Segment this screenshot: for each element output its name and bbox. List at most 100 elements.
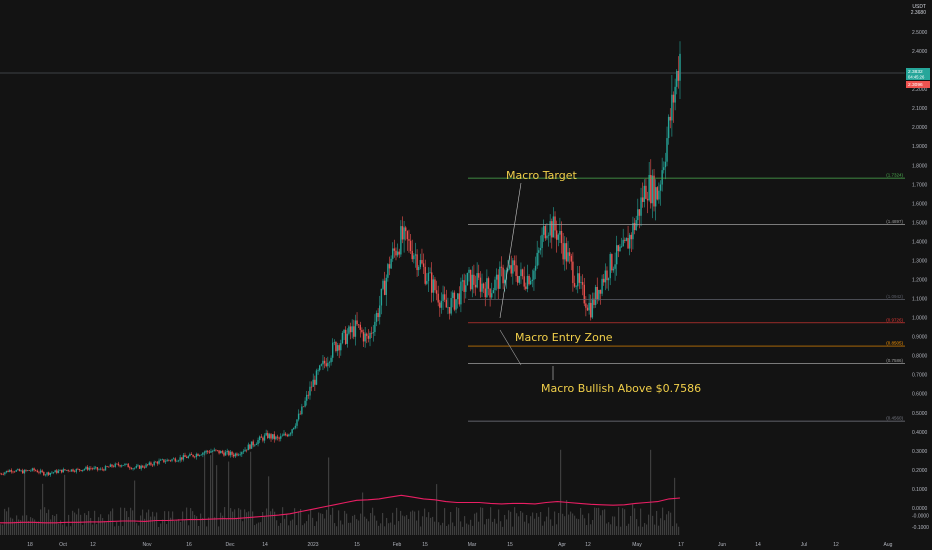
- candle-body: [340, 343, 342, 351]
- volume-bar: [556, 524, 558, 535]
- candle-body: [351, 326, 353, 333]
- volume-bar: [446, 525, 448, 535]
- candle-body: [198, 455, 201, 456]
- candle-body: [174, 458, 176, 462]
- y-tick-label: 1.9000: [912, 144, 928, 150]
- candle-body: [137, 465, 139, 467]
- volume-bar: [628, 523, 630, 535]
- volume-bar: [218, 526, 220, 535]
- volume-bar: [60, 520, 62, 535]
- candle-body: [179, 457, 181, 461]
- volume-bar: [200, 513, 202, 535]
- volume-bar: [640, 508, 642, 535]
- candle-body: [117, 463, 120, 466]
- volume-bar: [268, 476, 270, 535]
- volume-bar: [152, 511, 154, 535]
- candle-body: [36, 470, 39, 473]
- candle-body: [612, 268, 615, 271]
- candle-body: [237, 454, 240, 456]
- target-arrow: [499, 182, 522, 319]
- candle-body: [213, 449, 215, 452]
- volume-bar: [28, 520, 30, 535]
- candle-body: [231, 451, 233, 455]
- candle-body: [134, 467, 136, 469]
- candle-body: [185, 456, 188, 459]
- candle-body: [85, 466, 87, 470]
- candle-body: [151, 464, 154, 466]
- volume-bar: [444, 508, 446, 535]
- volume-bar: [600, 515, 602, 535]
- candle-body: [127, 463, 129, 468]
- volume-bar: [434, 521, 436, 535]
- volume-bar: [644, 523, 646, 535]
- volume-bar: [398, 521, 400, 535]
- candle-body: [614, 264, 616, 269]
- volume-bar: [622, 508, 624, 535]
- volume-bar: [154, 516, 156, 535]
- candle-body: [478, 273, 480, 278]
- candle-body: [86, 466, 89, 470]
- candle-body: [555, 230, 558, 240]
- volume-bar: [32, 518, 34, 535]
- volume-bar: [432, 516, 434, 535]
- volume-bar: [658, 525, 660, 535]
- volume-bar: [574, 515, 576, 535]
- volume-bar: [18, 519, 20, 535]
- volume-bar: [138, 525, 140, 535]
- candle-body: [651, 175, 654, 204]
- candle-body: [278, 437, 280, 439]
- candle-body: [114, 463, 116, 467]
- volume-bar: [586, 525, 588, 535]
- candle-body: [31, 468, 34, 471]
- candle-body: [559, 230, 561, 235]
- volume-bar: [472, 525, 474, 535]
- volume-bar: [584, 518, 586, 535]
- time-axis[interactable]: 18 Oct 12 Nov 16 Dec 14 2023 15 Feb 15 Mar 15 Apr 12 Ma…: [27, 542, 892, 548]
- candle-body: [590, 302, 592, 318]
- candle-body: [33, 468, 35, 471]
- candle-body: [580, 282, 582, 283]
- candle-body: [599, 289, 602, 294]
- x-tick-label: 14: [262, 542, 268, 548]
- candle-body: [486, 278, 488, 298]
- candle-body: [249, 444, 251, 449]
- candle-body: [273, 434, 275, 440]
- volume-bar: [476, 512, 478, 535]
- candle-body: [562, 243, 564, 260]
- volume-bar: [632, 504, 634, 535]
- volume-bar: [334, 523, 336, 535]
- candle-body: [664, 161, 667, 168]
- candle-body: [38, 472, 40, 473]
- x-tick-label: Feb: [393, 542, 402, 548]
- candle-body: [341, 332, 344, 344]
- price-axis[interactable]: 2.50002.40002.30002.20002.10002.00001.90…: [906, 30, 930, 531]
- candle-body: [281, 435, 284, 437]
- volume-bar: [80, 514, 82, 535]
- volume-bar: [284, 518, 286, 535]
- candle-body: [361, 329, 363, 333]
- candle-body: [215, 449, 217, 451]
- candle-body: [150, 462, 152, 465]
- volume-bar: [134, 480, 136, 535]
- volume-bar: [478, 521, 480, 535]
- volume-bar: [532, 512, 534, 535]
- volume-bar: [606, 523, 608, 535]
- price-badge-label: 2.3832: [908, 69, 923, 75]
- candle-body: [388, 264, 391, 269]
- volume-bar: [378, 525, 380, 535]
- volume-bar: [74, 512, 76, 535]
- volume-bar: [30, 517, 32, 535]
- y-tick-label: 1.8000: [912, 163, 928, 169]
- volume-bar: [136, 523, 138, 535]
- volume-bar: [676, 523, 678, 535]
- volume-bar: [386, 517, 388, 535]
- candle-body: [354, 320, 357, 337]
- x-tick-label: Nov: [143, 542, 152, 548]
- volume-bar: [456, 507, 458, 535]
- candle-body: [552, 216, 555, 238]
- volume-bar: [292, 519, 294, 535]
- volume-bar: [260, 522, 262, 535]
- volume-bar: [468, 524, 470, 535]
- candle-body: [437, 293, 439, 303]
